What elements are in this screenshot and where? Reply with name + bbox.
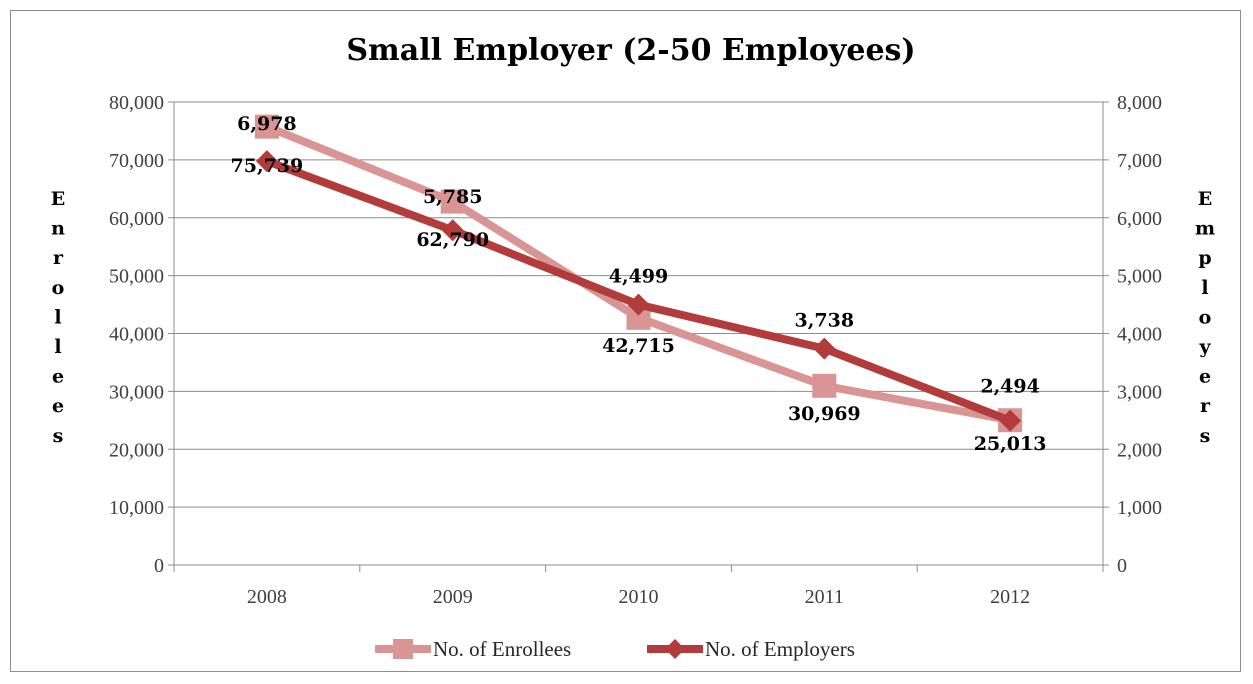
left-tick-label: 40,000 bbox=[109, 324, 164, 346]
right-tick-label: 6,000 bbox=[1117, 208, 1162, 230]
series-line bbox=[265, 157, 1012, 425]
diamond-point bbox=[813, 337, 836, 360]
diamond-point bbox=[627, 293, 650, 316]
legend-label: No. of Employers bbox=[705, 637, 855, 661]
chart-frame bbox=[10, 10, 1241, 672]
data-label: 30,969 bbox=[788, 403, 861, 425]
right-tick-label: 0 bbox=[1117, 555, 1127, 577]
gridlines bbox=[174, 101, 1103, 508]
chart-title: Small Employer (2-50 Employees) bbox=[346, 33, 915, 68]
right-tick-label: 5,000 bbox=[1117, 266, 1162, 288]
x-tick-label: 2008 bbox=[247, 586, 287, 608]
right-tick-label: 8,000 bbox=[1117, 92, 1162, 114]
data-label: 2,494 bbox=[980, 376, 1040, 398]
diamond-point bbox=[255, 150, 278, 173]
data-label: 4,499 bbox=[609, 266, 669, 288]
right-tick-label: 1,000 bbox=[1117, 497, 1162, 519]
left-tick-label: 50,000 bbox=[109, 266, 164, 288]
left-tick-label: 80,000 bbox=[109, 92, 164, 114]
data-label: 62,790 bbox=[416, 229, 489, 251]
left-tick-label: 20,000 bbox=[109, 439, 164, 461]
x-tick-label: 2012 bbox=[990, 586, 1030, 608]
diamond-point bbox=[999, 409, 1022, 432]
data-label: 6,978 bbox=[237, 113, 297, 135]
diamond-point bbox=[441, 219, 464, 242]
data-label: 3,738 bbox=[795, 310, 855, 332]
left-tick-label: 70,000 bbox=[109, 150, 164, 172]
x-axis-ticks: 2008 2009 2010 2011 2012 bbox=[247, 586, 1030, 608]
data-label: 42,715 bbox=[602, 335, 675, 357]
x-tick-label: 2011 bbox=[805, 586, 844, 608]
left-tick-label: 30,000 bbox=[109, 381, 164, 403]
legend-square-marker bbox=[393, 639, 413, 659]
x-tick-label: 2009 bbox=[433, 586, 473, 608]
right-tick-label: 2,000 bbox=[1117, 439, 1162, 461]
right-tick-label: 7,000 bbox=[1117, 150, 1162, 172]
left-tick-label: 0 bbox=[154, 555, 164, 577]
right-tick-label: 3,000 bbox=[1117, 381, 1162, 403]
right-axis-ticks: 0 1,000 2,000 3,000 4,000 5,000 6,000 7,000 8,00… bbox=[1117, 92, 1162, 577]
x-tick-label: 2010 bbox=[619, 586, 659, 608]
data-label: 25,013 bbox=[974, 433, 1047, 455]
data-label: 75,739 bbox=[231, 155, 304, 177]
legend-diamond-marker bbox=[665, 639, 685, 659]
data-label: 5,785 bbox=[423, 186, 483, 208]
square-point bbox=[812, 373, 837, 398]
square-point bbox=[440, 189, 465, 214]
left-tick-label: 10,000 bbox=[109, 497, 164, 519]
left-tick-label: 60,000 bbox=[109, 208, 164, 230]
right-tick-label: 4,000 bbox=[1117, 324, 1162, 346]
left-axis-ticks: 0 10,000 20,000 30,000 40,000 50,000 60,000 70,… bbox=[109, 92, 164, 577]
square-point bbox=[254, 114, 279, 139]
data-labels: 75,739 62,790 42,715 30,969 25,013 6,978 5,785… bbox=[231, 113, 1047, 455]
legend-label: No. of Enrollees bbox=[433, 637, 571, 661]
series-lines bbox=[254, 114, 1023, 433]
legend: No. of Enrollees No. of Employers bbox=[375, 637, 855, 661]
axes bbox=[168, 101, 1109, 572]
